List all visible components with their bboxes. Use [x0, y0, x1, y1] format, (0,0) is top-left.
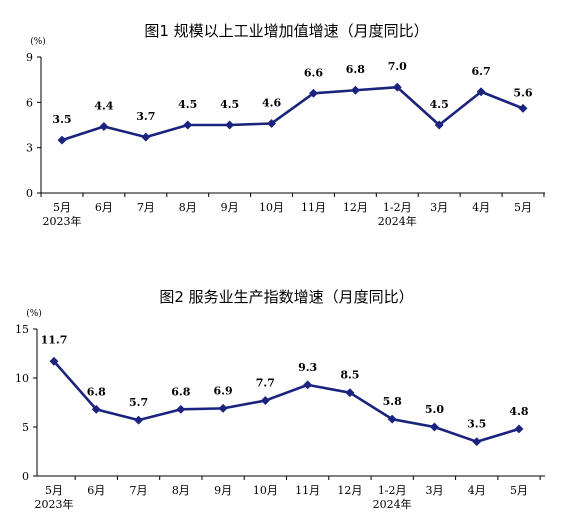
data-point [476, 87, 486, 97]
data-label: 5.7 [129, 396, 148, 409]
x-tick-label: 5月 [53, 201, 71, 214]
x-tick-label: 9月 [221, 201, 239, 214]
y-unit-label: (%) [30, 36, 46, 47]
x-year-label: 2024年 [378, 214, 417, 228]
data-point [387, 414, 397, 424]
x-year-label: 2023年 [43, 214, 82, 228]
data-label: 5.8 [383, 395, 402, 408]
x-tick-label: 11月 [301, 201, 326, 214]
y-tick-label: 10 [15, 372, 29, 385]
data-point [49, 356, 59, 366]
data-label: 4.6 [262, 96, 281, 109]
data-label: 7.7 [256, 377, 275, 390]
data-point [266, 118, 277, 129]
chart-title: 图1 规模以上工业增加值增速（月度同比） [144, 22, 429, 40]
data-point [392, 82, 402, 92]
data-label: 4.5 [430, 98, 449, 111]
data-point [514, 424, 524, 434]
data-label: 6.8 [171, 385, 190, 398]
data-point [303, 380, 313, 390]
data-label: 6.8 [87, 385, 106, 398]
x-tick-label: 8月 [172, 484, 190, 497]
data-point [308, 88, 319, 98]
data-point [429, 422, 440, 432]
x-tick-label: 10月 [259, 201, 284, 214]
x-tick-label: 9月 [214, 484, 232, 497]
data-point [99, 121, 109, 132]
y-tick-label: 15 [15, 323, 29, 336]
data-point [518, 103, 528, 113]
x-tick-label: 1-2月 [378, 484, 407, 497]
data-label: 9.3 [298, 361, 317, 374]
data-label: 3.5 [52, 113, 71, 126]
y-tick-label: 3 [26, 142, 33, 155]
series-line [53, 360, 520, 443]
x-tick-label: 1-2月 [383, 201, 412, 214]
y-tick-label: 0 [26, 187, 33, 200]
x-tick-label: 8月 [179, 201, 197, 214]
x-tick-label: 10月 [253, 484, 278, 497]
x-tick-label: 6月 [87, 484, 105, 497]
data-label: 4.5 [178, 98, 197, 111]
data-label: 6.9 [214, 384, 233, 397]
data-point [472, 437, 482, 447]
x-tick-label: 11月 [295, 484, 320, 497]
data-label: 4.5 [220, 98, 239, 111]
x-year-label: 2023年 [35, 497, 74, 511]
data-label: 6.7 [472, 65, 491, 78]
data-label: 3.5 [467, 418, 486, 431]
x-tick-label: 5月 [45, 484, 63, 497]
data-point [91, 404, 101, 414]
x-tick-label: 6月 [95, 201, 113, 214]
x-tick-label: 12月 [337, 484, 362, 497]
data-point [260, 395, 270, 406]
x-year-label: 2024年 [373, 497, 412, 511]
data-label: 7.0 [388, 60, 407, 73]
y-tick-label: 9 [26, 51, 33, 64]
series-line [61, 85, 524, 142]
x-tick-label: 4月 [468, 484, 486, 497]
data-point [176, 404, 186, 414]
data-point [183, 120, 193, 130]
data-label: 6.6 [304, 66, 323, 79]
data-label: 5.6 [513, 86, 532, 99]
y-tick-label: 6 [26, 96, 33, 109]
data-label: 8.5 [340, 369, 359, 382]
data-point [141, 132, 151, 142]
data-point [345, 388, 355, 398]
x-tick-label: 7月 [130, 484, 148, 497]
x-tick-label: 7月 [137, 201, 155, 214]
chart-title: 图2 服务业生产指数增速（月度同比） [159, 288, 414, 306]
x-tick-label: 5月 [510, 484, 528, 497]
data-label: 3.7 [136, 110, 155, 123]
y-tick-label: 5 [22, 421, 29, 434]
chart-industrial-output: 图1 规模以上工业增加值增速（月度同比） (%) 0 3 6 9 5月 6月 7月 8月 9月 10… [0, 0, 573, 262]
data-point [225, 120, 235, 130]
data-point [57, 135, 67, 145]
data-label: 5.0 [425, 403, 444, 416]
data-label: 11.7 [41, 333, 68, 346]
data-point [133, 415, 144, 425]
data-label: 4.8 [509, 405, 528, 418]
data-label: 6.8 [346, 63, 365, 76]
chart-services-index: 图2 服务业生产指数增速（月度同比） (%) 0 5 10 15 5月 6月 7月 8月 9月 10… [0, 262, 573, 532]
x-tick-label: 3月 [430, 201, 448, 214]
y-tick-label: 0 [22, 470, 29, 483]
x-tick-label: 5月 [514, 201, 532, 214]
data-label: 4.4 [94, 100, 113, 113]
data-point [434, 120, 444, 130]
data-point [350, 85, 360, 95]
data-point [218, 403, 228, 413]
x-tick-label: 3月 [425, 484, 443, 497]
x-tick-label: 4月 [472, 201, 490, 214]
y-unit-label: (%) [26, 308, 42, 319]
x-tick-label: 12月 [343, 201, 368, 214]
